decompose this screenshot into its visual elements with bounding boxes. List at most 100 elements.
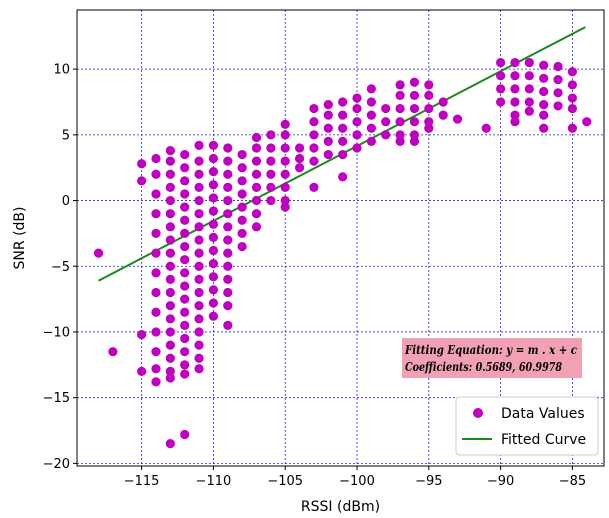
data-point <box>223 235 233 245</box>
data-point <box>194 182 204 193</box>
data-point <box>151 189 161 199</box>
y-tick-label: −5 <box>51 260 70 275</box>
y-axis-label: SNR (dB) <box>12 207 28 270</box>
data-point <box>151 347 161 357</box>
data-point <box>496 71 506 81</box>
axis-ticks: −115 −110 −105 −100 −95 −90 −85 −20 −15 −10 −5 0 5 10 <box>43 63 587 489</box>
data-point <box>352 93 362 103</box>
data-point <box>366 123 376 133</box>
data-point <box>108 347 118 357</box>
data-point <box>151 364 161 374</box>
data-point <box>180 429 190 440</box>
data-point <box>251 209 262 219</box>
data-point <box>194 169 204 179</box>
data-point <box>194 248 204 258</box>
data-point <box>223 320 233 330</box>
data-point <box>223 209 233 219</box>
data-point <box>496 57 506 68</box>
legend: Data Values Fitted Curve <box>455 396 599 456</box>
data-point <box>223 156 233 166</box>
data-point <box>165 169 175 179</box>
x-tick-label: −95 <box>415 474 442 489</box>
data-point <box>180 347 190 357</box>
data-point <box>180 163 190 173</box>
data-point <box>539 86 549 97</box>
data-point <box>395 80 405 90</box>
x-tick-label: −105 <box>267 474 303 489</box>
data-point <box>524 84 534 94</box>
data-point <box>180 333 190 344</box>
data-point <box>567 67 578 77</box>
data-point <box>151 377 161 387</box>
data-point <box>366 97 376 107</box>
data-point <box>395 136 405 147</box>
data-point <box>223 274 233 284</box>
data-point <box>280 143 290 153</box>
data-point <box>223 182 233 193</box>
data-point <box>165 373 175 383</box>
data-point <box>180 215 190 225</box>
data-point <box>567 80 578 90</box>
data-point <box>352 130 362 140</box>
data-point <box>424 90 434 101</box>
data-point <box>309 143 319 153</box>
data-point <box>194 340 204 350</box>
data-point <box>280 130 290 140</box>
data-point <box>510 110 520 120</box>
data-point <box>194 364 204 374</box>
x-axis-label: RSSI (dBm) <box>301 499 380 515</box>
data-point <box>280 202 290 212</box>
data-point <box>165 439 175 449</box>
data-point <box>424 123 434 133</box>
data-point <box>165 182 175 193</box>
data-point <box>180 241 190 252</box>
data-point <box>208 298 219 308</box>
data-point <box>194 261 204 271</box>
data-point <box>424 103 434 114</box>
data-point <box>208 272 219 282</box>
data-point <box>237 241 247 252</box>
data-point <box>237 189 247 199</box>
data-point <box>165 156 175 166</box>
data-point <box>223 195 233 206</box>
data-point <box>223 248 233 258</box>
data-point <box>180 228 190 239</box>
data-point <box>567 93 578 103</box>
data-point <box>323 149 333 160</box>
data-point <box>165 301 175 311</box>
data-point <box>381 130 391 140</box>
y-tick-label: 5 <box>62 128 70 143</box>
data-point <box>280 169 290 179</box>
data-point <box>208 167 219 177</box>
data-point <box>237 215 247 225</box>
data-point <box>165 235 175 245</box>
data-point <box>180 320 190 330</box>
x-tick-label: −115 <box>124 474 160 489</box>
data-point <box>309 130 319 140</box>
data-point <box>438 97 448 107</box>
data-point <box>194 209 204 219</box>
data-point <box>194 314 204 324</box>
data-point <box>553 88 563 98</box>
data-point <box>180 268 190 278</box>
data-point <box>395 103 405 114</box>
data-point <box>165 314 175 324</box>
data-point <box>180 189 190 199</box>
data-point <box>208 245 219 256</box>
data-point <box>165 222 175 232</box>
data-point <box>409 90 420 101</box>
data-point <box>323 100 333 110</box>
data-point <box>137 366 147 376</box>
data-point <box>539 73 549 83</box>
data-point <box>251 156 262 166</box>
data-point <box>165 287 175 298</box>
data-point <box>194 222 204 232</box>
data-point <box>381 117 391 127</box>
data-point <box>180 281 190 291</box>
data-point <box>352 103 362 114</box>
data-point <box>481 123 491 133</box>
data-point <box>338 123 348 133</box>
data-point <box>165 209 175 219</box>
data-point <box>338 136 348 147</box>
data-point <box>366 110 376 120</box>
